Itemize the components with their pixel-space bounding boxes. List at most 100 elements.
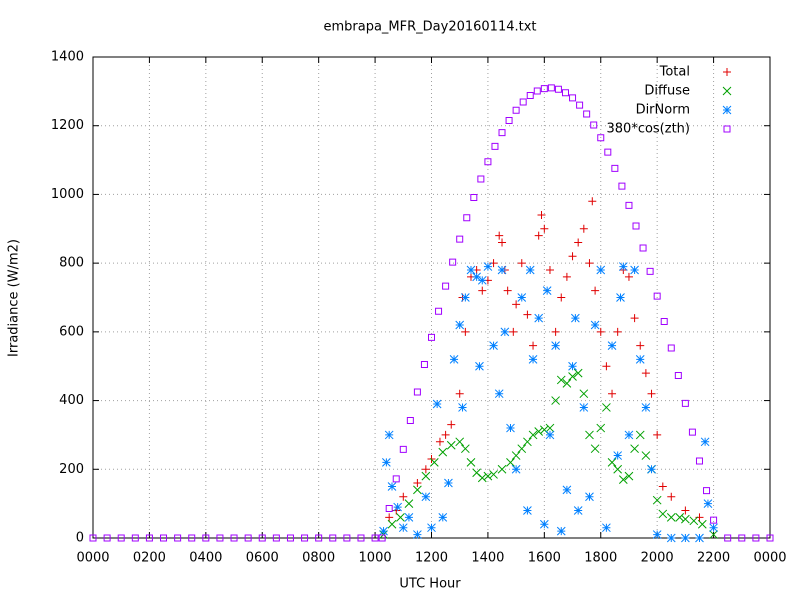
data-point xyxy=(639,244,647,252)
data-point xyxy=(585,430,594,440)
data-point xyxy=(556,375,566,385)
data-point xyxy=(613,327,622,336)
data-point xyxy=(658,482,667,491)
data-point xyxy=(574,238,583,247)
data-point xyxy=(568,372,577,381)
data-point xyxy=(413,388,421,396)
data-point xyxy=(590,320,600,330)
data-point xyxy=(647,389,656,398)
data-point xyxy=(188,534,196,542)
data-point xyxy=(624,430,634,440)
data-point xyxy=(568,252,577,261)
data-point xyxy=(475,361,484,371)
data-point xyxy=(689,516,699,526)
data-point xyxy=(498,129,506,137)
data-point xyxy=(421,471,431,481)
data-point xyxy=(526,91,534,99)
data-point xyxy=(427,523,436,533)
data-point xyxy=(534,313,544,323)
legend-label: DirNorm xyxy=(636,103,690,118)
data-point xyxy=(596,423,606,433)
data-point xyxy=(483,471,493,481)
data-point xyxy=(667,344,675,352)
data-point xyxy=(653,292,661,300)
data-point xyxy=(413,485,422,495)
data-point xyxy=(618,475,628,484)
data-point xyxy=(387,519,397,529)
data-point xyxy=(724,534,732,542)
data-point xyxy=(579,389,589,399)
data-point xyxy=(585,259,594,268)
data-point xyxy=(681,533,690,543)
data-point xyxy=(244,534,252,542)
data-point xyxy=(470,194,478,202)
legend-label: 380*cos(zth) xyxy=(607,122,691,137)
data-point xyxy=(145,534,153,542)
data-point xyxy=(435,307,443,315)
data-point xyxy=(641,369,650,378)
y-tick-label: 200 xyxy=(59,462,84,477)
data-point xyxy=(636,341,645,350)
chart-title: embrapa_MFR_Day20160114.txt xyxy=(323,20,536,35)
data-point xyxy=(539,519,549,529)
data-point xyxy=(618,182,626,190)
data-point xyxy=(420,360,428,368)
x-tick-label: 0000 xyxy=(753,551,786,566)
data-point xyxy=(545,430,555,440)
data-point xyxy=(399,492,408,501)
data-point xyxy=(455,389,464,398)
data-point xyxy=(652,495,662,505)
data-point xyxy=(371,534,379,542)
data-point xyxy=(438,513,448,522)
data-point xyxy=(675,513,685,522)
data-point xyxy=(766,534,774,542)
data-point xyxy=(517,293,527,302)
data-point xyxy=(569,94,577,102)
data-point xyxy=(456,235,464,243)
data-point xyxy=(579,224,588,233)
data-point xyxy=(421,465,430,474)
x-tick-label: 1800 xyxy=(584,551,617,566)
y-tick-label: 600 xyxy=(59,324,84,339)
data-point xyxy=(557,293,566,302)
x-tick-label: 2200 xyxy=(697,551,730,566)
data-point xyxy=(509,327,518,336)
data-point xyxy=(413,530,422,539)
data-point xyxy=(406,416,414,424)
data-point xyxy=(384,430,394,440)
x-tick-label: 2000 xyxy=(641,551,674,566)
data-point xyxy=(497,265,507,275)
data-point xyxy=(545,266,554,275)
data-point xyxy=(230,534,238,542)
y-tick-label: 800 xyxy=(59,256,84,271)
x-tick-label: 0200 xyxy=(133,551,166,566)
data-point xyxy=(438,447,448,457)
data-point xyxy=(551,341,560,350)
plot-frame xyxy=(92,56,771,539)
data-point xyxy=(466,458,476,467)
data-point xyxy=(618,262,628,271)
data-point xyxy=(528,354,538,364)
data-point xyxy=(585,492,594,502)
x-tick-label: 0600 xyxy=(246,551,279,566)
data-point xyxy=(506,423,515,433)
data-point xyxy=(646,267,654,275)
data-point xyxy=(498,238,507,247)
data-point xyxy=(658,509,668,519)
data-point xyxy=(752,534,760,542)
data-point xyxy=(489,341,498,350)
data-point xyxy=(272,534,280,542)
data-point xyxy=(534,427,544,436)
legend-label: Total xyxy=(659,65,690,80)
data-point xyxy=(602,403,611,412)
data-point xyxy=(385,504,393,512)
data-point xyxy=(604,148,612,156)
data-point xyxy=(478,286,487,295)
data-point xyxy=(404,499,414,508)
x-tick-label: 1400 xyxy=(471,551,504,566)
data-point xyxy=(357,534,365,542)
data-point xyxy=(688,428,696,436)
x-axis-label: UTC Hour xyxy=(399,577,461,592)
